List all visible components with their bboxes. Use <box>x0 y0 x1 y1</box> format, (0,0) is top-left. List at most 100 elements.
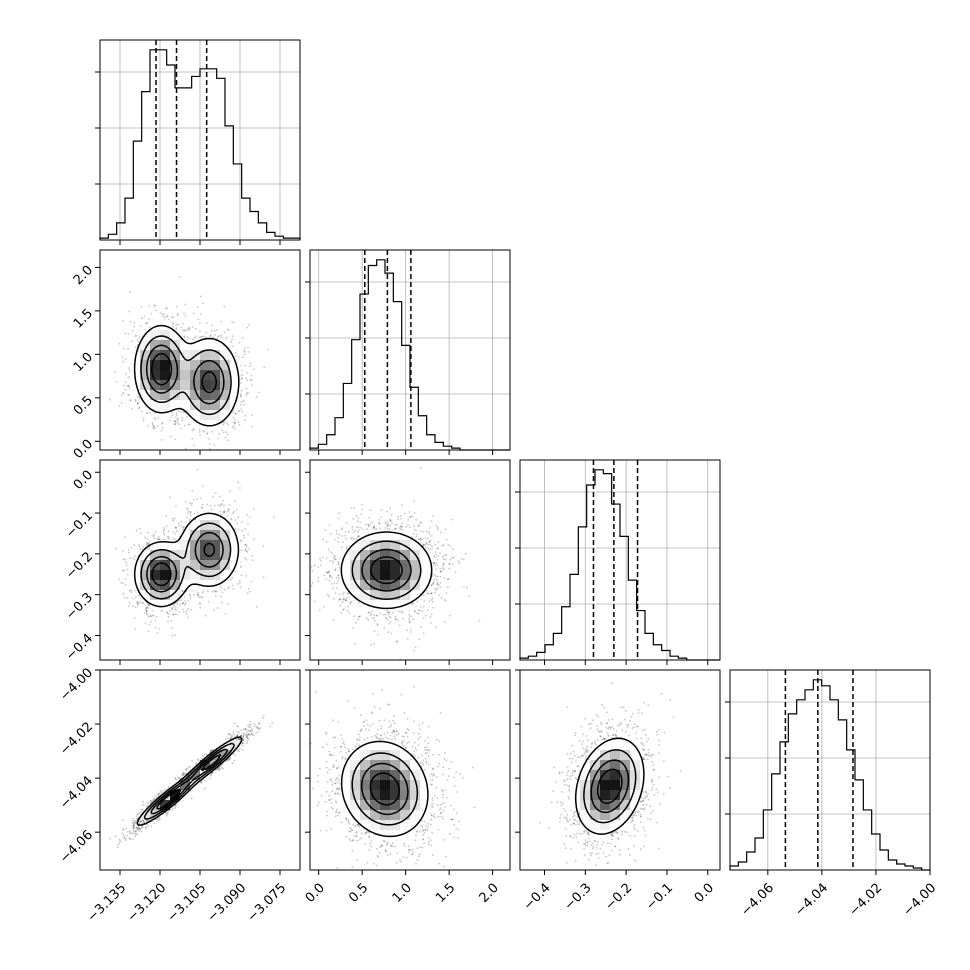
sample-point <box>244 528 247 531</box>
sample-point <box>137 602 140 605</box>
sample-point <box>239 540 242 543</box>
density-cell <box>150 370 161 381</box>
sample-point <box>163 533 166 536</box>
sample-point <box>207 600 210 603</box>
sample-point <box>161 427 164 430</box>
density-cell <box>150 380 161 391</box>
density-cell <box>170 580 181 591</box>
sample-point <box>128 310 131 313</box>
sample-point <box>232 512 235 514</box>
sample-point <box>224 510 226 513</box>
density-cell <box>220 380 231 391</box>
sample-point <box>155 616 158 618</box>
density-cell <box>210 520 221 531</box>
sample-point <box>154 627 157 629</box>
sample-point <box>200 595 202 598</box>
density-cell <box>230 380 241 391</box>
sample-point <box>171 634 174 637</box>
sample-point <box>121 569 124 572</box>
density-cell <box>150 350 161 361</box>
density-cell <box>220 570 231 581</box>
sample-point <box>146 412 149 414</box>
sample-point <box>211 591 214 593</box>
sample-point <box>172 325 174 328</box>
sample-point <box>122 320 124 322</box>
sample-point <box>234 355 237 358</box>
histogram-steps <box>729 679 930 871</box>
sample-point <box>232 584 234 587</box>
density-cell <box>190 520 201 531</box>
sample-point <box>124 583 127 586</box>
sample-point <box>183 611 185 613</box>
sample-point <box>227 328 229 331</box>
sample-point <box>122 384 125 387</box>
sample-point <box>240 539 243 542</box>
sample-point <box>175 327 178 329</box>
sample-point <box>196 468 199 471</box>
sample-point <box>127 548 130 551</box>
sample-point <box>218 335 221 337</box>
sample-point <box>208 438 210 440</box>
sample-point <box>430 584 433 587</box>
sample-point <box>256 606 258 608</box>
sample-point <box>189 597 192 599</box>
sample-point <box>249 590 251 593</box>
sample-point <box>237 421 240 423</box>
sample-point <box>131 340 134 342</box>
density-cell <box>190 560 201 571</box>
sample-point <box>422 617 425 620</box>
sample-point <box>170 416 172 419</box>
density-cell <box>150 580 161 591</box>
sample-point <box>388 528 391 530</box>
sample-point <box>165 307 168 310</box>
density-panel-r3-c2 <box>305 459 511 665</box>
sample-point <box>147 615 150 618</box>
sample-point <box>401 612 404 614</box>
sample-point <box>153 412 156 414</box>
sample-point <box>160 439 163 441</box>
sample-point <box>163 316 166 319</box>
sample-point <box>124 578 127 580</box>
sample-point <box>192 312 195 315</box>
sample-point <box>144 607 147 610</box>
density-cell <box>190 540 201 551</box>
sample-point <box>238 341 241 344</box>
sample-point <box>207 590 209 593</box>
sample-point <box>166 307 168 310</box>
sample-point <box>170 316 173 319</box>
sample-point <box>183 336 186 338</box>
sample-point <box>311 581 314 584</box>
density-cell <box>200 530 211 541</box>
sample-point <box>114 371 117 374</box>
sample-point <box>133 617 136 620</box>
sample-point <box>245 558 248 561</box>
sample-point <box>245 545 248 548</box>
sample-point <box>152 425 155 427</box>
sample-point <box>395 618 397 621</box>
sample-point <box>127 394 129 396</box>
sample-point <box>181 590 184 592</box>
density-cell <box>210 390 221 401</box>
sample-point <box>176 313 179 315</box>
sample-point <box>331 583 333 585</box>
sample-point <box>188 423 191 426</box>
sample-point <box>234 352 237 355</box>
sample-point <box>429 548 431 551</box>
sample-point <box>217 437 219 440</box>
sample-point <box>120 394 123 397</box>
sample-point <box>251 559 254 562</box>
density-cell <box>200 550 211 561</box>
sample-point <box>139 324 142 327</box>
sample-point <box>181 419 184 421</box>
sample-point <box>223 331 226 334</box>
sample-point <box>197 511 199 514</box>
sample-point <box>134 346 137 349</box>
sample-point <box>180 411 182 413</box>
sample-point <box>361 508 363 511</box>
sample-point <box>142 546 145 548</box>
sample-point <box>146 538 149 540</box>
sample-point <box>246 592 249 595</box>
sample-point <box>228 504 231 506</box>
sample-point <box>351 536 353 539</box>
sample-point <box>183 335 186 338</box>
